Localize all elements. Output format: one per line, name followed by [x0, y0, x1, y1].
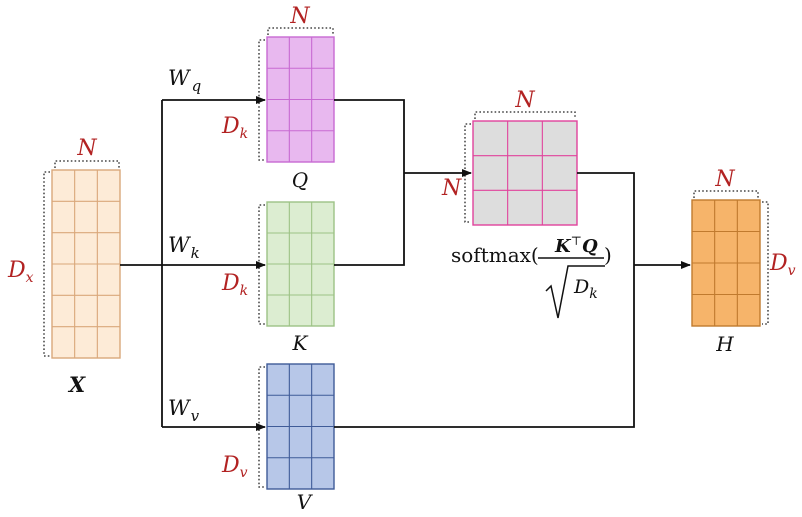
h-cols-label: N [714, 167, 735, 192]
matrix-k [266, 201, 335, 327]
sqrt-sign [545, 265, 605, 319]
softmax-formula: softmax( K⊤Q Dk ) [451, 234, 612, 319]
wv-label: Wv [168, 396, 200, 425]
matrix-attention-grid [473, 121, 577, 225]
attention-v-merge-wire [334, 172, 635, 428]
k-name: K [292, 331, 309, 355]
q-cols-bracket [267, 27, 334, 35]
dimension-labels: N Dx N Dk Dk Dv N N N Dv [7, 4, 796, 481]
h-name: H [715, 332, 734, 356]
q-k-merge-wire [334, 99, 405, 266]
q-name: Q [292, 168, 308, 192]
matrix-v-grid [267, 364, 334, 489]
softmax-func: softmax( [451, 243, 539, 267]
matrix-x [51, 169, 121, 359]
dimension-brackets [43, 27, 769, 488]
formula-denominator: Dk [573, 276, 598, 302]
q-rows-label: Dk [221, 114, 248, 142]
k-rows-label: Dk [221, 271, 248, 299]
wk-label: Wk [168, 233, 200, 262]
matrix-v [266, 363, 335, 490]
x-cols-bracket [54, 160, 120, 168]
formula-numerator: K⊤Q [554, 234, 598, 257]
h-rows-label: Dv [769, 251, 796, 279]
attention-cols-label: N [514, 88, 535, 113]
matrix-k-grid [267, 202, 334, 326]
x-rows-bracket [43, 171, 50, 357]
x-rows-label: Dx [7, 258, 34, 286]
matrix-h-grid [692, 200, 760, 326]
matrix-h [691, 199, 761, 327]
attention-cols-bracket [474, 111, 576, 119]
matrix-q-grid [267, 37, 334, 162]
v-name: V [297, 490, 314, 514]
h-rows-bracket [762, 201, 769, 325]
attention-rows-label: N [441, 176, 462, 201]
matrix-names: X Q K V H [67, 168, 734, 514]
matrix-attention [472, 120, 578, 226]
x-name: X [67, 372, 86, 397]
q-cols-label: N [289, 4, 310, 29]
matrix-x-grid [52, 170, 120, 358]
v-rows-label: Dv [221, 453, 248, 481]
matrix-attention-body [472, 120, 578, 226]
h-cols-bracket [693, 190, 759, 198]
attention-rows-bracket [464, 123, 471, 223]
x-cols-label: N [76, 136, 97, 161]
formula-close-paren: ) [604, 243, 612, 267]
connections [120, 96, 691, 431]
matrix-q [266, 36, 335, 163]
